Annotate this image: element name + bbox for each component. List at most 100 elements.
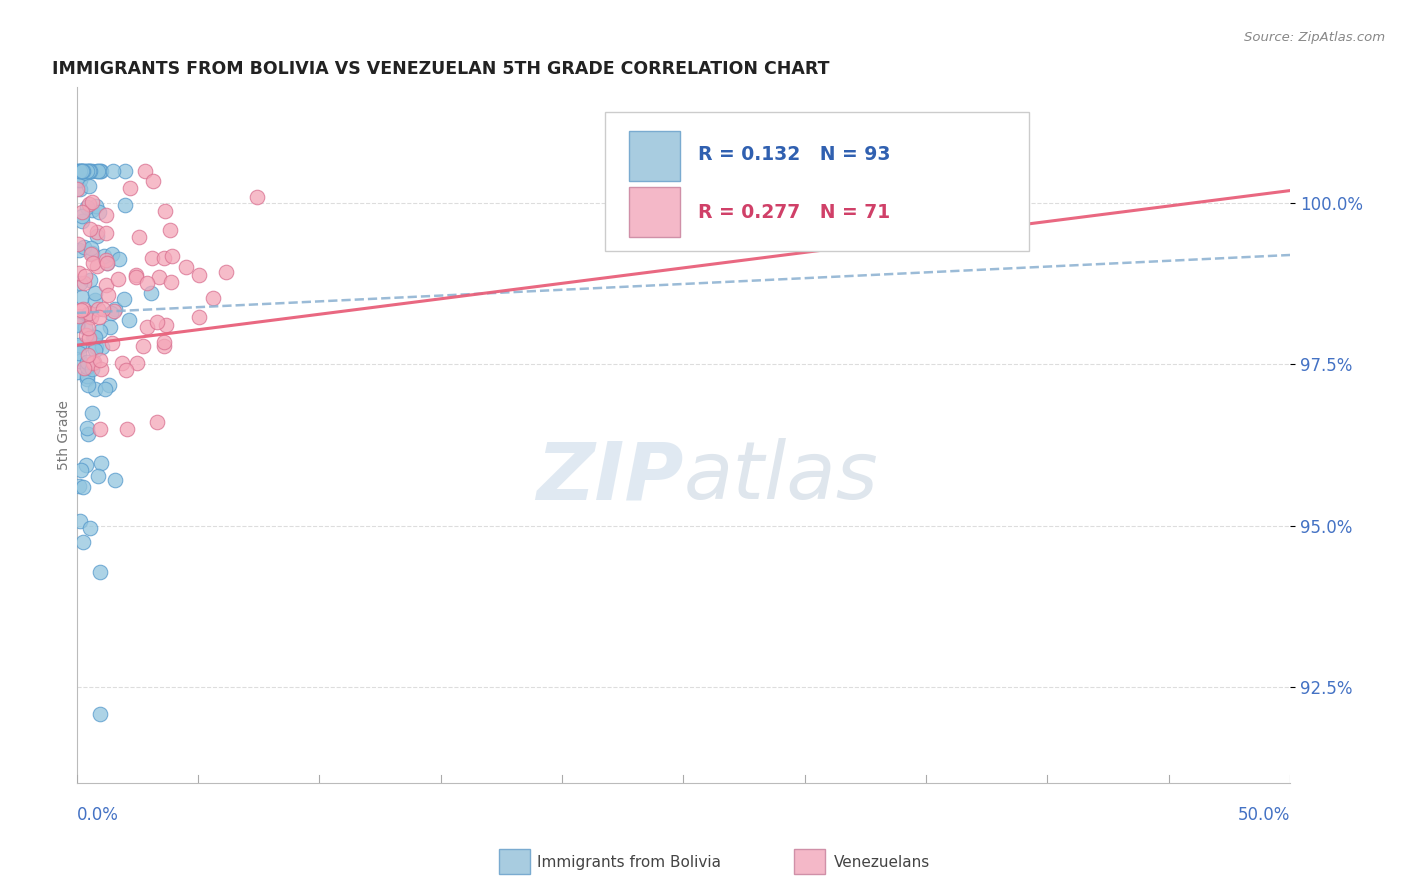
Point (100, 306, 122, 320)
Point (67, 337, 90, 351)
Point (69, 164, 91, 178)
Point (101, 164, 124, 178)
Point (82, 330, 104, 344)
Point (94, 226, 117, 240)
Point (93, 382, 115, 396)
Point (132, 339, 155, 353)
Point (79, 164, 101, 178)
Point (118, 313, 141, 327)
Point (128, 230, 150, 244)
Point (67, 243, 90, 257)
Point (80, 310, 103, 324)
Point (67, 266, 90, 280)
Text: R = 0.277   N = 71: R = 0.277 N = 71 (697, 202, 890, 221)
Point (84, 293, 107, 307)
Point (84, 343, 107, 357)
Point (76, 354, 98, 368)
Point (72, 302, 94, 317)
Point (111, 356, 134, 370)
Text: 0.0%: 0.0% (77, 805, 118, 824)
Point (66, 365, 89, 379)
Point (148, 270, 170, 285)
Point (70, 164, 93, 178)
Point (67, 346, 90, 360)
Point (153, 334, 176, 349)
Point (76, 372, 98, 386)
Point (83, 329, 105, 343)
FancyBboxPatch shape (605, 112, 1029, 251)
Point (70, 290, 93, 304)
Point (70, 339, 93, 353)
Point (87, 310, 110, 324)
Point (73, 361, 96, 376)
Text: Venezuelans: Venezuelans (834, 855, 929, 870)
Point (153, 339, 176, 353)
Point (67, 309, 90, 323)
Point (145, 315, 167, 329)
Point (89, 164, 111, 178)
Point (91, 302, 114, 317)
Point (87, 164, 110, 178)
Point (75, 165, 97, 179)
Point (69, 514, 91, 528)
Point (87, 204, 110, 219)
Point (104, 473, 127, 487)
Point (77, 197, 100, 211)
Point (90, 164, 112, 178)
Point (76, 360, 98, 375)
Point (79, 273, 101, 287)
Point (146, 415, 169, 429)
Point (79, 521, 101, 535)
Point (93, 249, 115, 263)
Point (79, 221, 101, 235)
Point (112, 292, 135, 306)
Point (114, 164, 136, 178)
Point (89, 422, 111, 436)
Point (97, 288, 120, 302)
Point (80, 362, 103, 376)
Point (176, 260, 198, 275)
Point (141, 251, 163, 265)
Point (76, 200, 98, 214)
Point (97, 377, 120, 392)
Point (66, 236, 89, 251)
Point (86, 225, 108, 239)
Point (89, 565, 111, 579)
Point (66, 182, 89, 196)
Point (135, 276, 157, 290)
Point (87, 469, 110, 483)
Point (70, 302, 93, 317)
Point (75, 164, 97, 178)
Point (86, 259, 108, 273)
Point (155, 318, 177, 332)
Point (70, 164, 93, 178)
Bar (628, 187, 681, 237)
Point (134, 164, 156, 178)
Point (82, 202, 104, 217)
Point (76, 307, 98, 321)
Point (100, 336, 122, 351)
Point (80, 247, 103, 261)
Text: Source: ZipAtlas.com: Source: ZipAtlas.com (1244, 31, 1385, 45)
Point (107, 272, 129, 286)
Point (90, 361, 112, 376)
Point (103, 304, 125, 318)
Point (245, 189, 267, 203)
Point (66, 164, 89, 178)
Point (114, 198, 136, 212)
Point (187, 268, 209, 283)
Text: R = 0.132   N = 93: R = 0.132 N = 93 (697, 145, 890, 164)
Point (77, 321, 100, 335)
Point (215, 265, 238, 279)
Point (87, 302, 110, 317)
Point (72, 164, 94, 178)
Point (72, 164, 94, 178)
Point (80, 241, 103, 255)
Text: ZIP: ZIP (536, 438, 683, 516)
Point (153, 203, 176, 218)
Point (108, 252, 131, 266)
Point (77, 164, 100, 178)
Point (125, 268, 148, 282)
Point (69, 463, 91, 477)
Point (72, 213, 94, 227)
